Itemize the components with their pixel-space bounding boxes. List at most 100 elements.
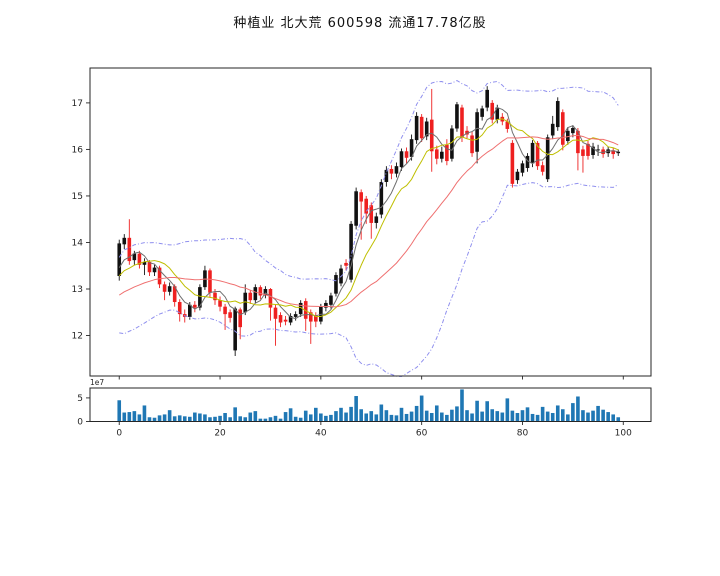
- volume-y-tick-label: 5: [77, 394, 83, 404]
- volume-bar: [228, 417, 232, 422]
- volume-bar: [571, 403, 575, 422]
- volume-bar: [298, 417, 303, 422]
- candle-body-up: [132, 253, 137, 261]
- volume-bar: [339, 407, 343, 422]
- candle-body-up: [298, 302, 303, 315]
- candle-body-up: [485, 89, 489, 108]
- price-y-tick-label: 14: [72, 238, 84, 248]
- candle-body-down: [268, 288, 273, 308]
- candle-body-up: [475, 112, 479, 152]
- volume-bar: [460, 389, 464, 422]
- candle-body-up: [243, 292, 248, 313]
- candle-body-up: [122, 237, 127, 245]
- volume-bar: [223, 413, 227, 422]
- candle-body-up: [515, 171, 520, 181]
- volume-bar: [611, 414, 615, 422]
- volume-bar: [263, 418, 268, 422]
- candle-body-up: [571, 128, 575, 134]
- volume-bar: [182, 416, 187, 422]
- candle-body-up: [616, 151, 621, 154]
- ma5-line: [118, 107, 619, 320]
- candle-body-down: [540, 165, 545, 172]
- candle-body-down: [177, 302, 182, 315]
- candle-body-up: [233, 308, 237, 351]
- candle-body-up: [424, 121, 429, 137]
- volume-bar: [344, 412, 348, 422]
- candle-body-up: [384, 169, 389, 182]
- ma26-line: [118, 134, 619, 308]
- bollinger-lower-band: [119, 182, 619, 378]
- candle-body-up: [188, 304, 192, 317]
- candle-body-up: [117, 243, 122, 276]
- volume-bar: [555, 405, 560, 422]
- candle-body-down: [535, 142, 540, 167]
- price-y-tick-label: 15: [72, 192, 83, 202]
- volume-bar: [384, 410, 389, 422]
- candle-body-down: [314, 315, 318, 322]
- volume-bar: [404, 413, 409, 422]
- volume-bar: [455, 406, 459, 422]
- candle-body-up: [152, 267, 157, 273]
- candle-body-down: [308, 312, 313, 322]
- price-y-tick-label: 17: [72, 99, 83, 109]
- candle-body-up: [591, 146, 595, 156]
- candle-body-up: [550, 123, 555, 136]
- candle-body-up: [293, 314, 298, 317]
- volume-bar: [616, 417, 621, 422]
- volume-bar: [434, 405, 439, 422]
- volume-bar: [535, 414, 540, 422]
- volume-bar: [293, 416, 298, 422]
- chart-title: 种植业 北大荒 600598 流通17.78亿股: [233, 16, 487, 31]
- price-y-tick-label: 16: [72, 145, 84, 155]
- x-tick-label: 100: [615, 429, 632, 439]
- bollinger-upper-band: [118, 80, 619, 282]
- volume-bar: [545, 411, 550, 422]
- candle-body-down: [228, 312, 232, 318]
- candle-body-down: [510, 142, 515, 184]
- candle-body-down: [369, 205, 374, 223]
- volume-bar: [213, 416, 217, 422]
- candle-body-down: [258, 287, 263, 296]
- candle-body-down: [389, 168, 394, 174]
- candle-body-down: [560, 112, 565, 145]
- volume-bar: [445, 414, 449, 422]
- volume-bar: [177, 415, 182, 422]
- candle-body-up: [545, 137, 550, 180]
- x-tick-label: 60: [416, 429, 428, 439]
- volume-bar: [208, 417, 212, 422]
- candle-body-down: [460, 107, 464, 138]
- volume-bar: [364, 413, 369, 422]
- candle-body-up: [198, 287, 202, 308]
- volume-bar: [596, 405, 600, 422]
- volume-bar: [132, 411, 137, 422]
- volume-bar: [303, 410, 308, 422]
- candle-body-up: [349, 223, 353, 280]
- candle-body-down: [445, 144, 449, 162]
- volume-bar: [409, 411, 414, 422]
- volume-bars: [117, 389, 621, 422]
- axes-spines: [89, 67, 652, 422]
- volume-bar: [414, 405, 419, 422]
- candle-body-down: [283, 319, 288, 322]
- candle-body-down: [162, 284, 167, 292]
- candle-body-down: [157, 267, 162, 285]
- candle-body-down: [147, 262, 152, 273]
- volume-bar: [389, 414, 394, 422]
- candle-body-up: [394, 166, 399, 174]
- candle-body-up: [167, 286, 172, 292]
- candle-body-up: [334, 275, 338, 294]
- volume-bar: [243, 417, 248, 422]
- volume-bar: [354, 396, 358, 422]
- x-tick-label: 80: [517, 429, 529, 439]
- volume-bar: [505, 398, 510, 422]
- candle-body-down: [193, 304, 197, 308]
- volume-bar: [167, 410, 172, 422]
- candle-body-down: [344, 262, 348, 266]
- candle-body-down: [601, 149, 605, 155]
- volume-bar: [576, 396, 580, 422]
- volume-bar: [329, 414, 333, 422]
- volume-bar: [122, 412, 127, 422]
- candle-body-down: [404, 151, 409, 158]
- x-tick-label: 20: [214, 429, 226, 439]
- candle-body-up: [324, 302, 328, 308]
